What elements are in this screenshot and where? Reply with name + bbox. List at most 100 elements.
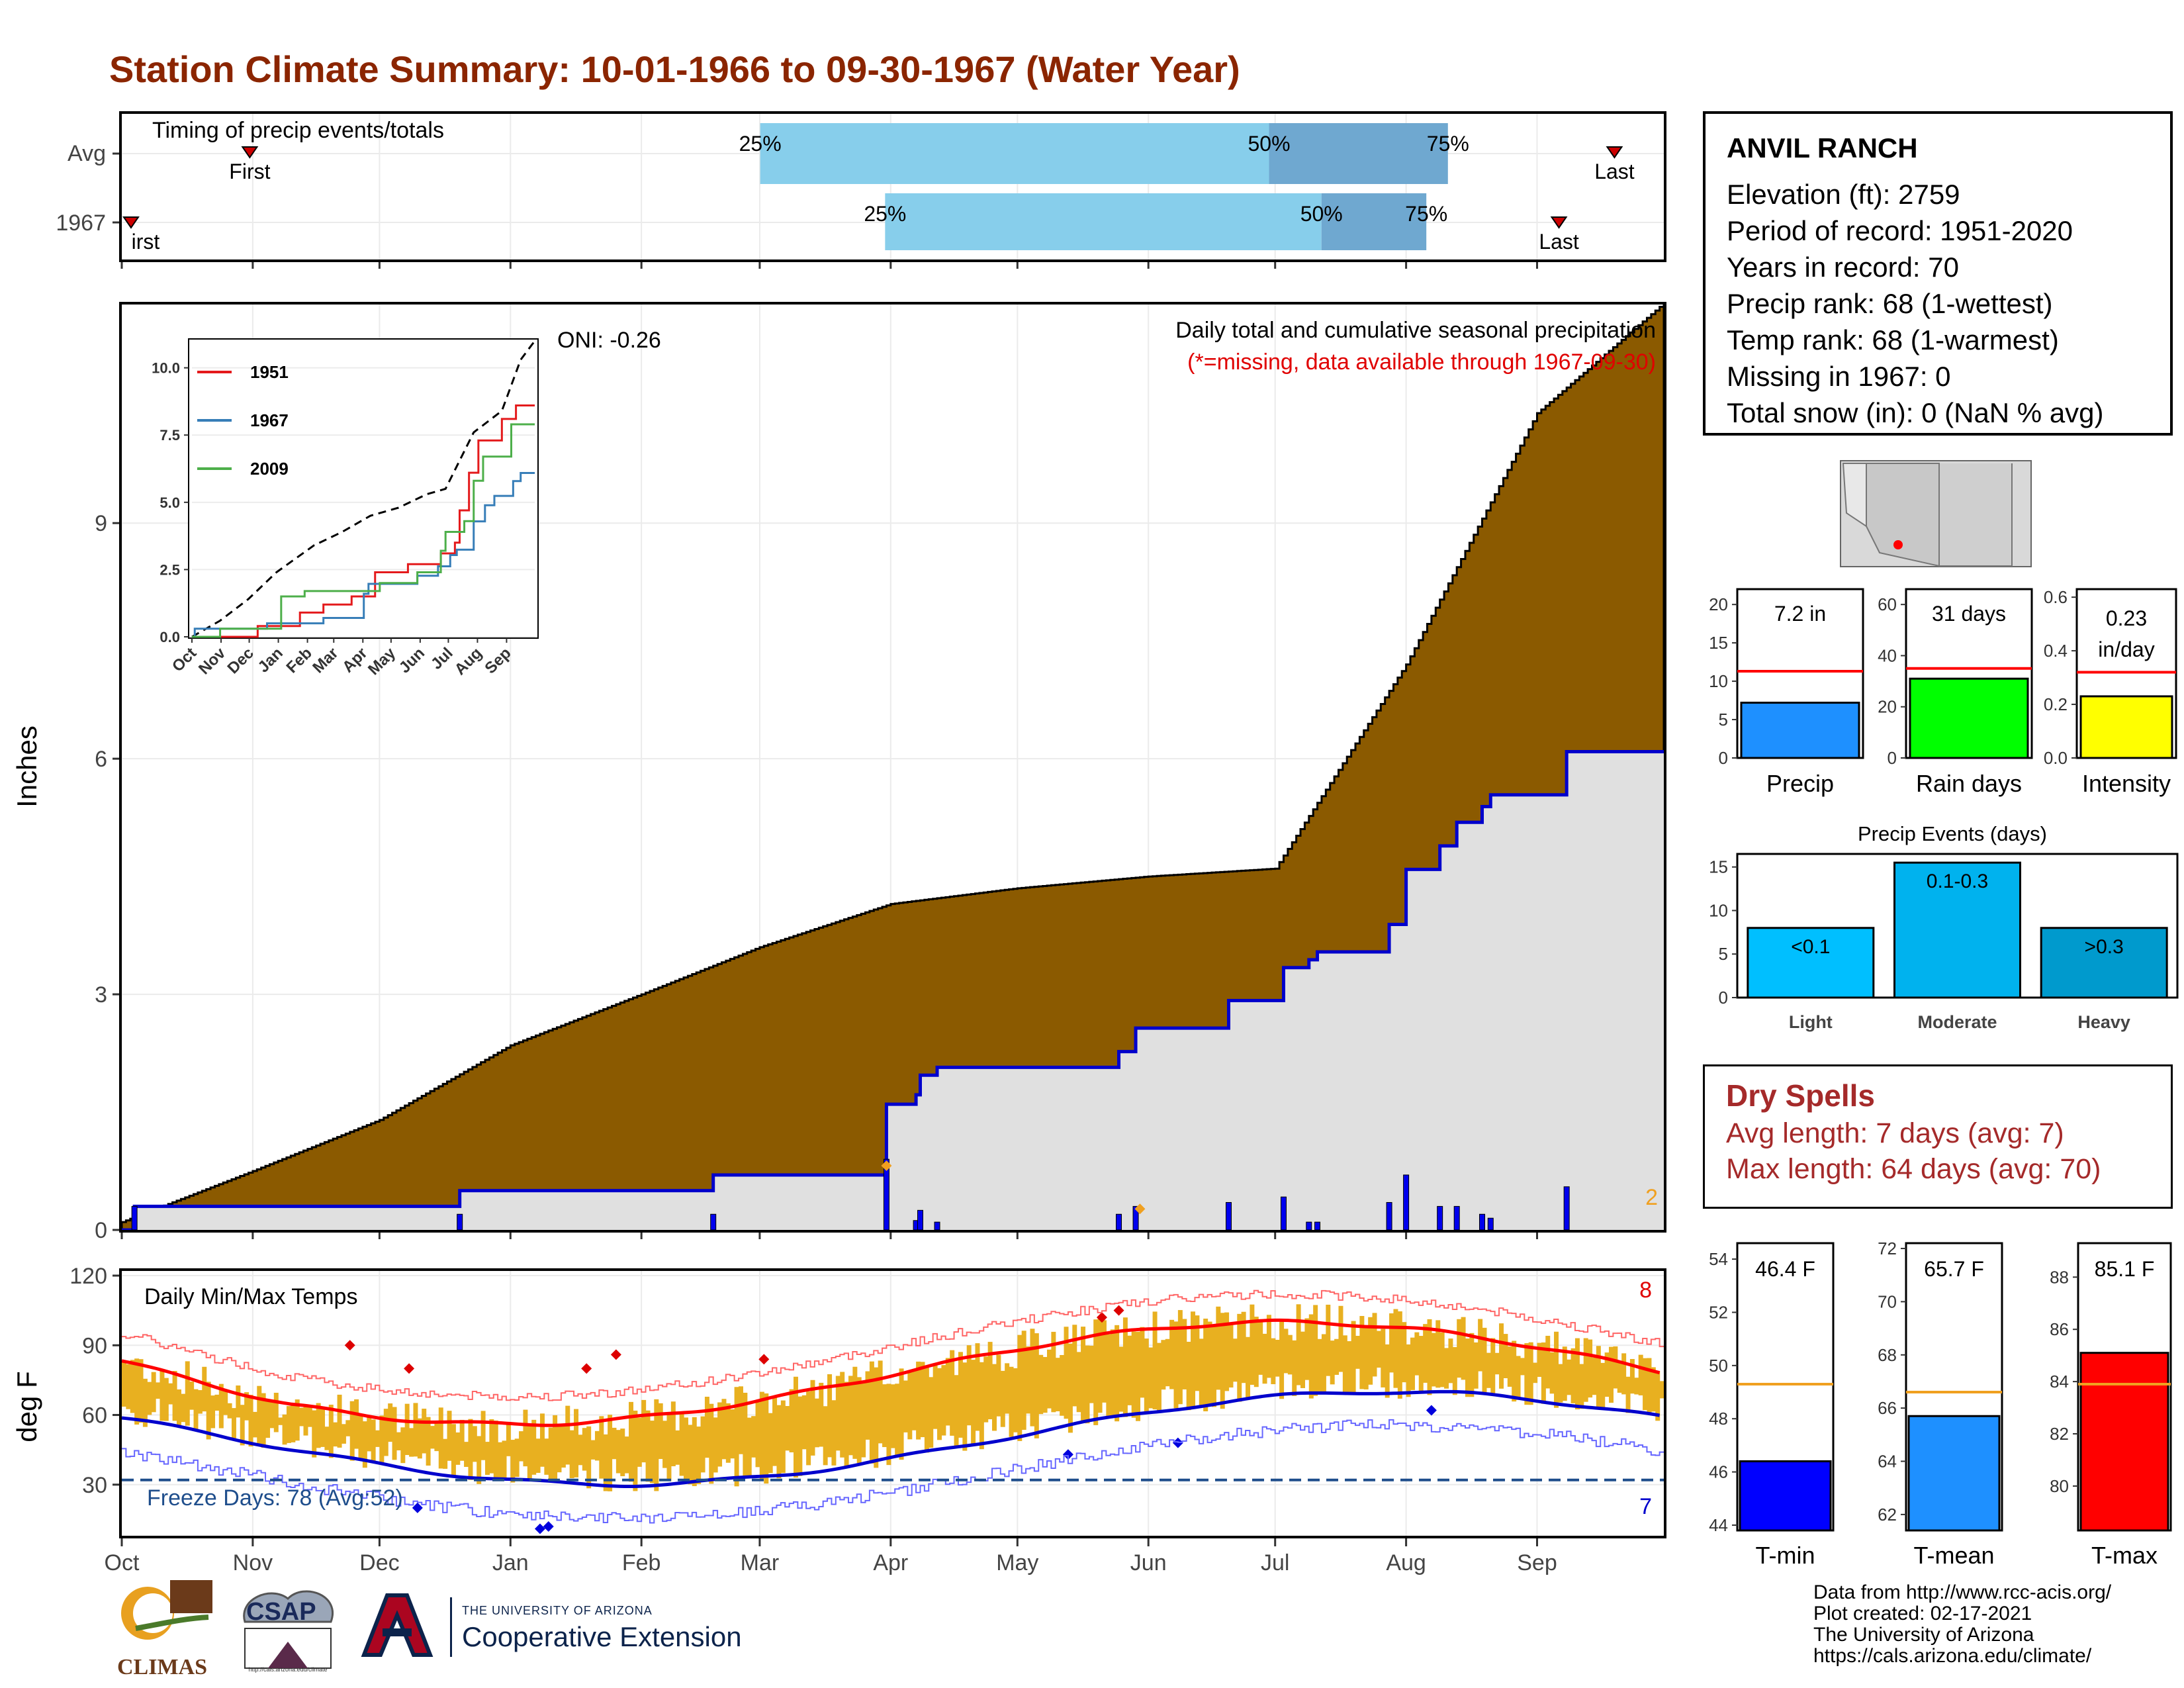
temp-day-bar <box>1292 1340 1297 1396</box>
temp-day-bar <box>684 1417 688 1482</box>
tmax-average-line <box>121 1318 1661 1427</box>
temp-day-bar <box>193 1389 199 1430</box>
temp-day-bar <box>197 1389 203 1414</box>
precip-ylabel: Inches <box>11 726 42 808</box>
temp-day-bar <box>649 1421 655 1483</box>
timing-25-label: 25% <box>739 132 782 156</box>
temp-day-bar <box>278 1417 283 1425</box>
events-bar-inner: >0.3 <box>2085 936 2124 958</box>
temp-day-bar <box>138 1359 144 1423</box>
temp-day-bar <box>1588 1339 1593 1398</box>
temp-day-bar <box>1570 1348 1576 1403</box>
temp-day-bar <box>793 1376 798 1478</box>
mini-bar-rain-days <box>1909 677 2029 759</box>
timing-panel: Timing of precip events/totals Avg 1967 … <box>56 111 1666 269</box>
temp-frame <box>119 1268 1666 1538</box>
temp-day-bar <box>261 1393 266 1448</box>
temp-summary-group: 44 46 48 50 52 54 46.4 F T-min 62 64 66 68 70 72 65.7 … <box>1709 1239 2172 1569</box>
precip-ytick-label: 0 <box>95 1218 107 1243</box>
temp-day-bar <box>882 1384 887 1448</box>
temp-day-bar <box>514 1438 520 1477</box>
temp-day-bar <box>142 1378 148 1427</box>
dry-spells: Dry Spells Avg length: 7 days (avg: 7) M… <box>1703 1064 2173 1209</box>
daily-precip-bar <box>1225 1201 1232 1231</box>
temp-day-bar <box>506 1423 511 1456</box>
temp-day-bar <box>1068 1343 1073 1433</box>
temp-day-bar <box>840 1372 845 1458</box>
temp-day-bar <box>933 1365 938 1429</box>
temp-day-bar <box>590 1440 596 1460</box>
temp-day-bar <box>1490 1338 1496 1394</box>
temp-day-bar <box>168 1383 173 1405</box>
temp-ylabel: deg F <box>11 1371 42 1442</box>
events-ytick: 15 <box>1709 857 1728 877</box>
temp-day-bar <box>548 1427 553 1481</box>
temp-day-bar <box>1207 1321 1212 1405</box>
temp-day-bar <box>1613 1346 1618 1389</box>
temp-day-bar <box>1009 1366 1014 1437</box>
temp-day-bar <box>539 1413 545 1467</box>
temp-day-bar <box>1494 1352 1500 1375</box>
location-map <box>1840 460 2032 567</box>
tsum-bar-t-min <box>1739 1460 1832 1532</box>
svg-text:http://cals.arizona.edu/climat: http://cals.arizona.edu/climate <box>248 1666 327 1673</box>
temp-day-bar <box>1604 1352 1610 1397</box>
temp-day-bar <box>1444 1348 1449 1389</box>
temp-day-bar <box>772 1396 778 1466</box>
temp-day-bar <box>1554 1331 1559 1408</box>
tsum-ytick: 46 <box>1709 1462 1728 1482</box>
temp-day-bar <box>709 1403 714 1484</box>
temp-day-bar <box>185 1361 190 1426</box>
temp-day-bar <box>1313 1305 1318 1396</box>
observed-cumulative-area <box>122 751 1664 1230</box>
temp-day-bar <box>1516 1356 1521 1400</box>
min-record-count: 7 <box>1639 1494 1652 1519</box>
temp-day-bar <box>510 1440 516 1483</box>
temp-day-bar <box>1363 1325 1369 1389</box>
temp-day-bar <box>633 1410 638 1491</box>
temp-day-bar <box>565 1405 570 1465</box>
inset-line-2009 <box>192 423 535 638</box>
temp-day-bar <box>240 1405 245 1446</box>
temp-day-bar <box>1030 1329 1035 1427</box>
tsum-ytick: 80 <box>2050 1476 2069 1496</box>
temp-day-bar <box>159 1369 165 1421</box>
inset-ytick: 0.0 <box>159 629 180 645</box>
csap-text: CSAP <box>246 1598 316 1626</box>
temp-day-bar <box>1503 1334 1508 1379</box>
temp-day-bar <box>210 1395 216 1429</box>
temp-day-bar <box>874 1367 879 1468</box>
temp-day-bar <box>878 1360 883 1444</box>
temp-day-bar <box>1647 1358 1652 1414</box>
inset-ytick: 10.0 <box>152 360 180 377</box>
temp-day-bar <box>130 1360 135 1413</box>
temp-day-bar <box>409 1428 414 1457</box>
temp-day-bar <box>768 1413 773 1474</box>
timing-25-label: 25% <box>864 202 906 226</box>
temp-day-bar <box>675 1430 680 1465</box>
temp-day-bar <box>907 1372 913 1440</box>
temp-day-bar <box>979 1362 984 1450</box>
inset-ytick: 5.0 <box>159 494 180 511</box>
temp-day-bar <box>1072 1325 1077 1407</box>
tsum-value: 65.7 F <box>1924 1257 1984 1281</box>
temp-day-bar <box>654 1399 659 1491</box>
tsum-ytick: 84 <box>2050 1372 2069 1391</box>
month-xtick-label: Oct <box>105 1550 140 1575</box>
temp-day-bar <box>1461 1317 1466 1380</box>
temp-day-bar <box>1034 1333 1039 1438</box>
temp-day-bar <box>383 1409 388 1456</box>
temp-day-bar <box>971 1360 976 1444</box>
temp-day-bar <box>929 1377 934 1448</box>
timing-marks: 25% 50% 75% First Last 25% 50% 75% irst Last <box>122 123 1635 254</box>
tsum-ytick: 72 <box>1878 1239 1897 1258</box>
temp-ytick-label: 60 <box>82 1403 107 1429</box>
inset-xtick: Nov <box>195 644 230 679</box>
station-elevation: Elevation (ft): 2759 <box>1727 179 1960 210</box>
temp-day-bar <box>1258 1320 1263 1375</box>
temp-day-bar <box>544 1438 549 1475</box>
temp-day-bar <box>679 1414 684 1476</box>
temp-day-bar <box>624 1436 629 1474</box>
precip-corner-count: 2 <box>1645 1185 1658 1210</box>
temp-day-bar <box>413 1403 418 1457</box>
